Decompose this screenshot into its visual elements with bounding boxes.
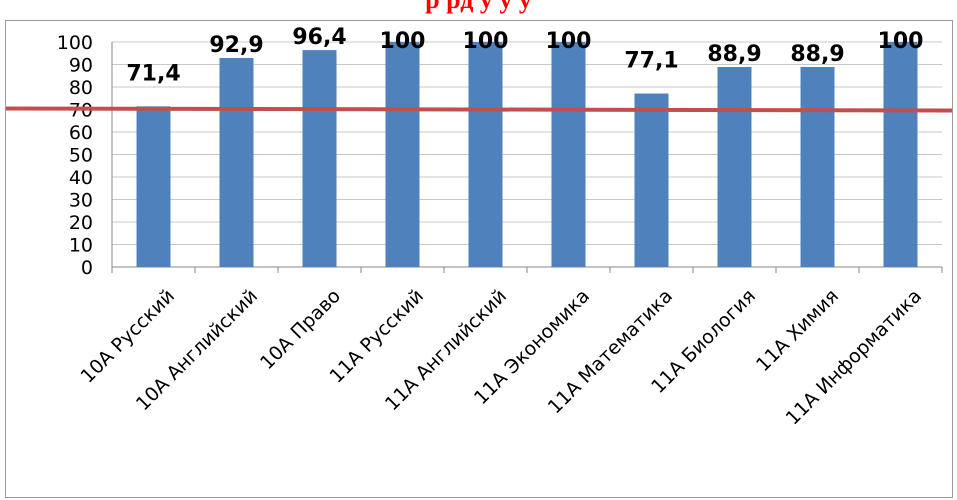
y-tick-label: 30 [69, 190, 93, 212]
bar [468, 42, 503, 267]
bar [136, 106, 171, 267]
bar [800, 66, 835, 267]
data-label: 100 [878, 29, 924, 54]
data-label: 88,9 [790, 42, 844, 67]
y-tick-label: 80 [69, 77, 93, 99]
bar [551, 42, 586, 267]
y-tick-label: 100 [57, 32, 93, 54]
y-tick-label: 60 [69, 122, 93, 144]
bar [883, 42, 918, 267]
data-label: 88,9 [707, 42, 761, 67]
bar [717, 66, 752, 267]
category-label: 11А Химия [752, 285, 843, 376]
y-tick-label: 0 [81, 257, 93, 279]
y-tick-label: 50 [69, 145, 93, 167]
data-label: 100 [546, 29, 592, 54]
bar [634, 93, 669, 268]
y-tick-label: 10 [69, 235, 93, 257]
data-label: 100 [380, 29, 426, 54]
data-label: 100 [463, 29, 509, 54]
y-tick-label: 90 [69, 55, 93, 77]
data-label: 71,4 [126, 61, 180, 86]
category-label: 11А Информатика [782, 285, 926, 429]
data-label: 96,4 [292, 25, 346, 50]
chart-title: р рд у у у [0, 0, 957, 13]
bar [302, 50, 337, 267]
bar [219, 57, 254, 267]
y-tick-label: 40 [69, 167, 93, 189]
category-label: 10А Право [256, 285, 345, 374]
threshold-line [5, 106, 953, 113]
y-tick-label: 20 [69, 212, 93, 234]
data-label: 77,1 [624, 49, 678, 74]
data-label: 92,9 [209, 33, 263, 58]
bar [385, 42, 420, 267]
